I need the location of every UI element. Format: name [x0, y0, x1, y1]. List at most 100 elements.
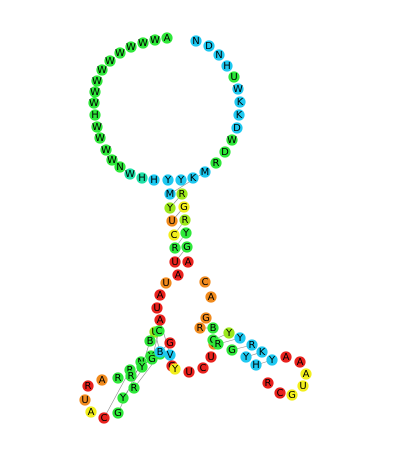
nucleotide-letter: W: [92, 122, 102, 133]
nucleotide-circle: [96, 374, 108, 386]
nucleotide: A: [182, 256, 194, 268]
nucleotide-circle: [151, 302, 163, 314]
nucleotide-letter: R: [182, 215, 189, 226]
nucleotide-circle: [179, 214, 191, 226]
nucleotide: B: [154, 346, 166, 358]
nucleotide-letter: H: [138, 173, 146, 184]
nucleotide: W: [94, 132, 106, 144]
nucleotide: C: [274, 387, 286, 399]
nucleotide: G: [200, 312, 212, 324]
nucleotide-letter: R: [215, 339, 222, 350]
nucleotide-letter: Y: [225, 328, 233, 339]
nucleotide-circle: [164, 202, 176, 214]
nucleotide-circle: [169, 242, 181, 254]
nucleotide: W: [91, 75, 103, 87]
nucleotide-circle: [256, 346, 268, 358]
nucleotide-circle: [154, 289, 166, 301]
nucleotide-circle: [136, 172, 148, 184]
nucleotide-letter: W: [89, 98, 99, 109]
nucleotide: R: [179, 214, 191, 226]
nucleotide-circle: [88, 97, 100, 109]
nucleotide-letter: Y: [182, 228, 190, 239]
nucleotide-circle: [221, 60, 233, 72]
nucleotide: R: [125, 370, 137, 382]
nucleotide-letter: M: [201, 167, 210, 178]
nucleotide-letter: A: [297, 357, 304, 368]
nucleotide-letter: W: [138, 38, 148, 49]
nucleotide-circle: [146, 353, 158, 365]
nucleotide: R: [210, 157, 222, 169]
nucleotide: A: [172, 269, 184, 281]
nucleotide: K: [256, 346, 268, 358]
nucleotide-circle: [136, 361, 148, 373]
nucleotide-circle: [233, 109, 245, 121]
nucleotide-circle: [182, 256, 194, 268]
nucleotide-circle: [172, 269, 184, 281]
nucleotide-letter: U: [171, 257, 178, 268]
nucleotide-circle: [114, 47, 126, 59]
nucleotide-letter: G: [180, 202, 188, 213]
nucleotide: D: [231, 122, 243, 134]
nucleotide: G: [181, 241, 193, 253]
nucleotide: C: [98, 412, 110, 424]
nucleotide: K: [187, 172, 199, 184]
nucleotide-circle: [228, 71, 240, 83]
nucleotide-circle: [187, 172, 199, 184]
nucleotide-letter: A: [157, 290, 164, 301]
nucleotide: U: [166, 215, 178, 227]
nucleotide-letter: A: [88, 407, 95, 418]
nucleotide-letter: W: [107, 155, 117, 166]
nucleotide: U: [228, 71, 240, 83]
nucleotide-circle: [85, 406, 97, 418]
nucleotide: A: [205, 291, 217, 303]
nucleotide-circle: [169, 363, 181, 375]
nucleotide-letter: W: [125, 169, 135, 180]
nucleotide-circle: [234, 332, 246, 344]
nucleotide-circle: [128, 382, 140, 394]
nucleotide-letter: U: [81, 395, 88, 406]
nucleotide-circle: [137, 37, 149, 49]
nucleotide-letter: R: [249, 340, 256, 351]
nucleotide-circle: [226, 134, 238, 146]
nucleotide: U: [151, 302, 163, 314]
nucleotide-circle: [124, 168, 136, 180]
nucleotide: B: [207, 322, 219, 334]
nucleotide: H: [148, 174, 160, 186]
nucleotide-circle: [164, 337, 176, 349]
nucleotide: R: [212, 338, 224, 350]
nucleotide-letter: U: [207, 352, 214, 363]
nucleotide-letter: C: [101, 413, 108, 424]
nucleotide-circle: [274, 387, 286, 399]
nucleotide-letter: B: [147, 336, 154, 347]
nucleotide-circle: [164, 349, 176, 361]
nucleotide: W: [149, 34, 161, 46]
nucleotide-letter: G: [114, 408, 122, 419]
nucleotide-letter: W: [101, 145, 111, 156]
nucleotide-circle: [100, 144, 112, 156]
nucleotide: N: [190, 35, 202, 47]
nucleotide: A: [154, 314, 166, 326]
nucleotide: H: [89, 109, 101, 121]
nucleotide-circle: [280, 351, 292, 363]
nucleotide-letter: Y: [119, 393, 127, 404]
nucleotide: G: [146, 353, 158, 365]
nucleotide: W: [91, 121, 103, 133]
nucleotide: A: [154, 289, 166, 301]
nucleotide: V: [164, 349, 176, 361]
nucleotide-circle: [181, 241, 193, 253]
nucleotide-circle: [207, 322, 219, 334]
nucleotide-letter: C: [202, 277, 209, 288]
nucleotide-circle: [89, 86, 101, 98]
nucleotide-circle: [234, 96, 246, 108]
nucleotide: Y: [234, 332, 246, 344]
nucleotide-letter: G: [202, 313, 210, 324]
nucleotide-letter: W: [97, 65, 107, 76]
nucleotide-circle: [294, 356, 306, 368]
nucleotide: A: [300, 368, 312, 380]
nucleotide-circle: [203, 40, 215, 52]
nucleotide: Y: [266, 354, 278, 366]
nucleotide-circle: [286, 389, 298, 401]
nucleotide: D: [203, 40, 215, 52]
nucleotide-letter: M: [166, 189, 175, 200]
